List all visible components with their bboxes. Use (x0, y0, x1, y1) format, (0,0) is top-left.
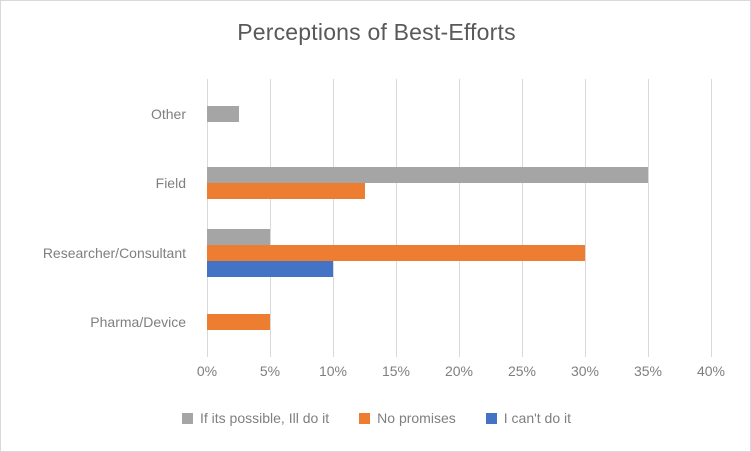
y-axis-tick-label: Other (150, 105, 186, 122)
bar-group (207, 288, 711, 358)
y-axis-tick-label: Researcher/Consultant (42, 244, 186, 261)
bar[interactable] (207, 228, 270, 245)
x-axis-tick-label: 40% (696, 363, 726, 379)
x-axis-tick-label: 0% (196, 363, 218, 379)
gridline (333, 79, 334, 357)
gridline (459, 79, 460, 357)
bar-stack (207, 167, 711, 200)
bar[interactable] (207, 244, 585, 261)
bar[interactable] (207, 105, 239, 122)
legend-label: I can't do it (503, 410, 572, 426)
bar-groups (207, 79, 711, 357)
gridline (522, 79, 523, 357)
bar[interactable] (207, 167, 648, 184)
x-axis-tick-label: 35% (633, 363, 663, 379)
gridline (711, 79, 712, 357)
x-axis-tick-labels: 0% 5% 10% 15% 20% 25% 30% 35% 40% (197, 363, 725, 385)
legend-entry[interactable]: I can't do it (485, 410, 572, 426)
x-axis-tick-label: 25% (507, 363, 537, 379)
bar[interactable] (207, 260, 333, 277)
bar[interactable] (207, 183, 365, 200)
y-axis-tick-label: Field (155, 175, 186, 192)
gridline (207, 79, 208, 357)
chart-legend: If its possible, Ill do it No promises I c… (1, 410, 751, 426)
x-axis-tick-label: 5% (259, 363, 281, 379)
legend-swatch-icon (181, 412, 193, 424)
gridline (648, 79, 649, 357)
legend-swatch-icon (359, 412, 371, 424)
bar-group (207, 218, 711, 288)
bar-stack (207, 105, 711, 122)
bar-stack (207, 314, 711, 331)
legend-entry[interactable]: No promises (359, 410, 456, 426)
legend-label: If its possible, Ill do it (199, 410, 330, 426)
chart-title: Perceptions of Best-Efforts (237, 19, 516, 45)
bar-group (207, 149, 711, 219)
y-axis-tick-label: Pharma/Device (90, 314, 186, 331)
bar-stack (207, 228, 711, 277)
gridline (585, 79, 586, 357)
bar-group (207, 79, 711, 149)
gridline (396, 79, 397, 357)
legend-label: No promises (377, 410, 456, 426)
x-axis-tick-label: 30% (570, 363, 600, 379)
gridline (270, 79, 271, 357)
legend-swatch-icon (485, 412, 497, 424)
x-axis-tick-label: 20% (444, 363, 474, 379)
bar[interactable] (207, 314, 270, 331)
x-axis-tick-label: 10% (318, 363, 348, 379)
y-axis-category-labels: Other Field Researcher/Consultant Pharma… (1, 79, 197, 357)
x-axis-tick-label: 15% (381, 363, 411, 379)
plot-area (207, 79, 712, 357)
legend-entry[interactable]: If its possible, Ill do it (181, 410, 330, 426)
